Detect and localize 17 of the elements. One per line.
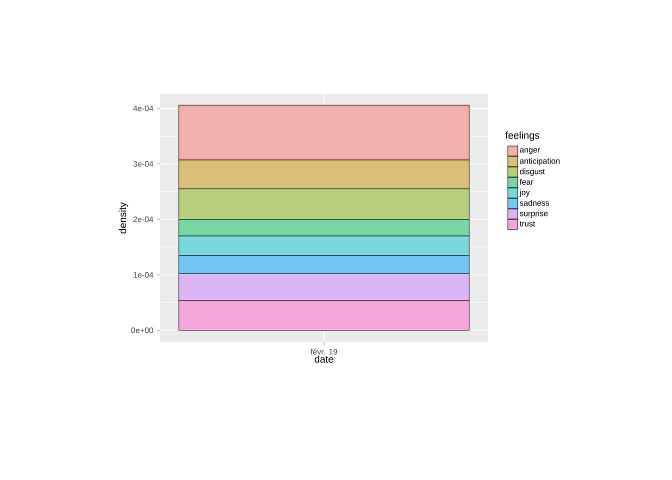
legend-title: feelings	[505, 131, 540, 141]
x-axis-title: date	[314, 355, 334, 363]
y-tick-label: 4e-04	[133, 106, 154, 112]
y-tick-label: 3e-04	[133, 161, 154, 167]
x-tick-label: févr. 19	[310, 348, 338, 355]
y-axis-title: density	[118, 202, 128, 234]
legend-label: sadness	[520, 200, 550, 206]
legend-label: trust	[520, 221, 536, 226]
legend-label: anticipation	[520, 158, 560, 166]
legend-label: anger	[520, 148, 540, 154]
legend-label: disgust	[520, 168, 545, 176]
y-tick-label: 1e-04	[134, 272, 154, 278]
legend-label: fear	[520, 178, 534, 185]
legend-label: surprise	[520, 210, 548, 218]
y-tick-label: 0e+00	[131, 327, 154, 334]
legend-label: joy	[519, 189, 530, 197]
y-tick-label: 2e-04	[133, 216, 154, 222]
